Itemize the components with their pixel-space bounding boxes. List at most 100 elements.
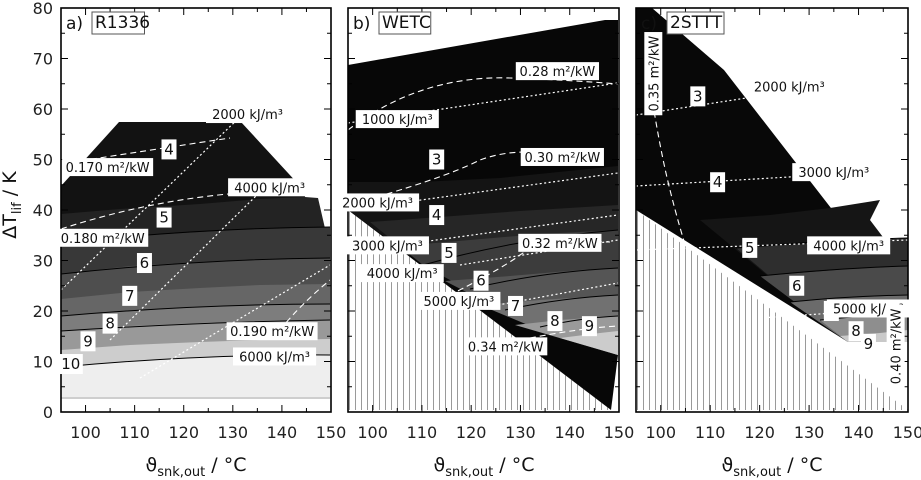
contour-label-text: 7: [125, 287, 135, 305]
axis-ticks: [60, 7, 909, 413]
contour-label-text: 5: [159, 209, 169, 227]
y-tick-label: 80: [33, 0, 53, 18]
x-axis-title-a-unit: / °C: [205, 454, 246, 476]
contour-label-bg: [122, 285, 138, 306]
contour-label-bg: [473, 270, 489, 291]
iso-label-bg: [355, 110, 439, 129]
y-tick-label: 70: [33, 50, 53, 69]
contour-label: 4: [429, 205, 445, 226]
iso-label-vertical: 0.35 m²/kW: [644, 32, 663, 116]
iso-label-text: 2000 kJ/m³: [212, 108, 283, 123]
iso-label-bg: [336, 193, 420, 212]
x-axis-title-a-main: ϑ: [146, 454, 158, 476]
contour-label-bg: [102, 313, 118, 334]
iso-label-text: 5000 kJ/m³: [423, 295, 494, 310]
iso-label-text: 4000 kJ/m³: [813, 239, 884, 254]
panel-title-letter: b): [353, 14, 370, 34]
contour-label-bg: [860, 333, 876, 354]
contour-label: 8: [848, 321, 864, 342]
contour-label: 5: [742, 237, 758, 258]
iso-label: 0.30 m²/kW: [520, 147, 604, 166]
contour-label-text: 9: [83, 332, 93, 350]
contour-label: 4: [710, 172, 726, 193]
iso-label-text: 0.35 m²/kW: [647, 36, 662, 112]
panel-title-b: b) WETC: [353, 11, 432, 35]
contour-label-text: 9: [864, 335, 874, 353]
x-axis-title-b-main: ϑ: [434, 454, 446, 476]
iso-label-bg: [226, 322, 318, 341]
iso-label: 6000 kJ/m³: [233, 347, 317, 366]
contour-label-bg: [690, 86, 706, 107]
iso-label: 0.190 m²/kW: [226, 322, 318, 341]
x-tick-label-a: 110: [119, 423, 150, 442]
contour-label-bg: [441, 242, 457, 263]
contour-label: 6: [473, 270, 489, 291]
x-axis-title-b-unit: / °C: [493, 454, 534, 476]
y-tick-label: 40: [33, 201, 53, 220]
iso-label-text: 4000 kJ/m³: [367, 267, 438, 282]
iso-label-text: 2000 kJ/m³: [342, 196, 413, 211]
contour-label-text: 3: [693, 87, 703, 105]
contour-label-bg: [848, 321, 864, 342]
iso-label: 0.32 m²/kW: [518, 233, 602, 252]
iso-label-text: 0.40 m²/kW: [890, 308, 905, 384]
contour-label: 6: [136, 253, 152, 274]
x-tick-label-b: 150: [604, 423, 635, 442]
y-tick-label: 60: [33, 100, 53, 119]
x-tick-label-c: 120: [744, 423, 775, 442]
iso-label: 0.170 m²/kW: [62, 158, 154, 177]
x-tick-label-b: 110: [407, 423, 438, 442]
contour-label-text: 8: [550, 312, 560, 330]
contour-label-text: 4: [164, 140, 174, 158]
panel-title-name: WETC: [382, 13, 431, 33]
iso-label-text: 6000 kJ/m³: [239, 350, 310, 365]
contour-label: 3: [429, 149, 445, 170]
contour-label: 9: [581, 316, 597, 337]
panel-title-box: [378, 11, 432, 35]
iso-label-bg: [520, 147, 604, 166]
contour-label-bg: [547, 311, 563, 332]
contour-label: 8: [547, 311, 563, 332]
iso-label-text: 2000 kJ/m³: [754, 80, 825, 95]
contour-label-text: 6: [140, 254, 150, 272]
iso-label-bg: [417, 291, 501, 310]
contour-label-text: 6: [476, 272, 486, 290]
iso-label-bg: [228, 178, 312, 197]
panel-c-hatch: [636, 210, 908, 410]
contour-label-bg: [161, 139, 177, 160]
x-tick-label-a: 150: [316, 423, 347, 442]
contour-label-bg: [710, 172, 726, 193]
contour-label: 4: [161, 139, 177, 160]
iso-label-text: 5000 kJ/m³: [833, 302, 904, 317]
contour-label-bg: [58, 354, 83, 375]
panel-title-letter: a): [66, 14, 83, 34]
iso-label-text: 0.34 m²/kW: [468, 340, 544, 355]
iso-label: 0.34 m²/kW: [464, 337, 548, 356]
contour-label: 9: [80, 331, 96, 352]
contour-label-bg: [581, 316, 597, 337]
iso-label: 2000 kJ/m³: [336, 193, 420, 212]
x-axis-title-c-sub: snk,out: [733, 465, 781, 480]
iso-label-text: 1000 kJ/m³: [362, 113, 433, 128]
iso-label-text: 0.180 m²/kW: [61, 232, 145, 247]
iso-label: 5000 kJ/m³: [417, 291, 501, 310]
iso-label-text: 4000 kJ/m³: [234, 181, 305, 196]
x-axis-title-a-sub: snk,out: [157, 465, 205, 480]
contour-label-text: 6: [792, 277, 802, 295]
iso-label-bg: [360, 264, 444, 283]
x-tick-label-c: 100: [645, 423, 676, 442]
contour-label-text: 5: [444, 244, 454, 262]
y-tick-label: 30: [33, 252, 53, 271]
panel-title-a: a) R1336: [66, 11, 150, 35]
contour-label: 3: [690, 86, 706, 107]
panel-title-box: [91, 11, 145, 35]
contour-label-bg: [156, 207, 172, 228]
contour-label-bg: [789, 275, 805, 296]
x-tick-label-a: 100: [70, 423, 101, 442]
panel-title-box: [666, 11, 725, 35]
iso-label-bg: [233, 347, 317, 366]
iso-label-bg: [807, 236, 891, 255]
panel-a-region-11: [61, 355, 330, 397]
y-axis-title: ΔTlif / K: [0, 171, 25, 239]
iso-label-bg: [644, 32, 663, 116]
